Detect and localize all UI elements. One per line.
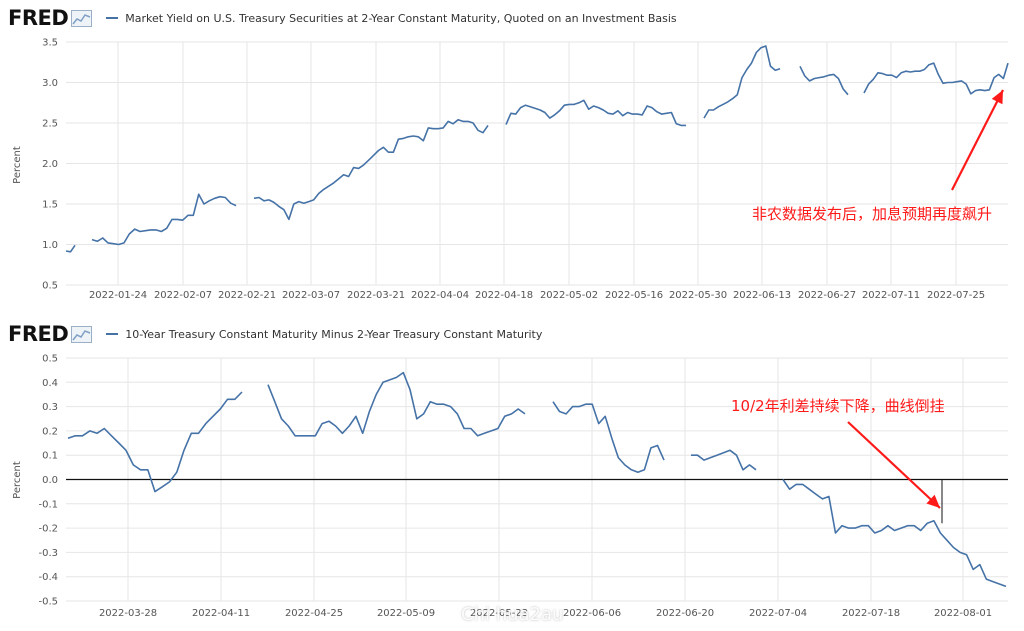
x-tick-label: 2022-05-09 bbox=[377, 608, 435, 619]
y-tick-label: 0.3 bbox=[42, 402, 58, 413]
x-tick-label: 2022-06-27 bbox=[798, 290, 856, 300]
x-tick-label: 2022-05-16 bbox=[605, 290, 663, 300]
chart-panel-10y-2y-spread: FRED 10-Year Treasury Constant Maturity … bbox=[0, 316, 1024, 631]
series-line-segment bbox=[691, 449, 757, 471]
y-tick-label: 0.1 bbox=[42, 451, 58, 462]
chart-title: Market Yield on U.S. Treasury Securities… bbox=[125, 11, 677, 25]
y-tick-label: -0.4 bbox=[38, 572, 58, 583]
x-tick-label: 2022-02-21 bbox=[218, 290, 276, 300]
y-tick-label: 0.0 bbox=[42, 475, 58, 486]
y-tick-label: -0.3 bbox=[38, 548, 58, 559]
y-tick-label: 3.0 bbox=[42, 78, 58, 89]
y-axis-label: Percent bbox=[12, 461, 23, 499]
x-tick-label: 2022-03-21 bbox=[347, 290, 405, 300]
line-chart-spread: 0.5 0.4 0.3 0.2 0.1 0.0 -0.1 -0.2 -0.3 -0.4 -0.5 20… bbox=[12, 354, 1008, 619]
chart-title: 10-Year Treasury Constant Maturity Minus… bbox=[125, 327, 543, 341]
y-tick-label: 3.5 bbox=[42, 38, 58, 49]
y-tick-label: 0.4 bbox=[42, 378, 58, 389]
fred-logo[interactable]: FRED bbox=[8, 322, 69, 346]
y-tick-label: 1.5 bbox=[42, 200, 58, 211]
y-tick-label: 2.0 bbox=[42, 159, 58, 170]
x-tick-label: 2022-06-06 bbox=[563, 608, 621, 619]
x-tick-label: 2022-04-04 bbox=[411, 290, 469, 300]
series-line-segment bbox=[67, 391, 243, 493]
annotation-arrow bbox=[951, 89, 1004, 191]
y-tick-label: 2.5 bbox=[42, 119, 58, 130]
x-tick-label: 2022-05-30 bbox=[669, 290, 727, 300]
chart-panel-2yr-yield: FRED Market Yield on U.S. Treasury Secur… bbox=[0, 0, 1024, 300]
series-line-segment bbox=[505, 99, 686, 127]
x-tick-label: 2022-07-04 bbox=[749, 608, 807, 619]
annotation-text: 10/2年利差持续下降，曲线倒挂 bbox=[731, 397, 945, 415]
x-tick-label: 2022-07-25 bbox=[927, 290, 985, 300]
y-tick-label: 0.5 bbox=[42, 281, 58, 292]
y-axis-label: Percent bbox=[12, 146, 23, 184]
x-tick-label: 2022-05-02 bbox=[540, 290, 598, 300]
series-line-segment bbox=[552, 401, 665, 473]
x-tick-label: 2022-06-20 bbox=[656, 608, 714, 619]
series-line-segment bbox=[863, 62, 1009, 95]
y-tick-label: -0.2 bbox=[38, 524, 58, 535]
series-line-segment bbox=[782, 479, 1007, 588]
chart-header: FRED 10-Year Treasury Constant Maturity … bbox=[8, 322, 542, 346]
x-tick-label: 2022-04-11 bbox=[192, 608, 250, 619]
y-tick-label: 0.5 bbox=[42, 354, 58, 365]
series-line-segment bbox=[65, 244, 76, 253]
chart-header: FRED Market Yield on U.S. Treasury Secur… bbox=[8, 6, 677, 30]
x-tick-label: 2022-03-28 bbox=[99, 608, 157, 619]
legend-swatch bbox=[106, 17, 119, 19]
line-chart-2yr-yield: 3.5 3.0 2.5 2.0 1.5 1.0 0.5 2022-01-24 2022-02-0… bbox=[12, 38, 1009, 300]
series-line-segment bbox=[91, 193, 237, 246]
fred-chart-icon bbox=[71, 325, 93, 343]
x-tick-label: 2022-04-18 bbox=[475, 290, 533, 300]
y-tick-label: -0.5 bbox=[38, 597, 58, 608]
x-tick-label: 2022-02-07 bbox=[154, 290, 212, 300]
x-tick-label: 2022-03-07 bbox=[282, 290, 340, 300]
x-tick-label: 2022-07-18 bbox=[842, 608, 900, 619]
series-line-segment bbox=[267, 371, 526, 437]
x-tick-label: 2022-07-11 bbox=[862, 290, 920, 300]
y-tick-label: -0.1 bbox=[38, 499, 58, 510]
watermark: Chi hua2au bbox=[461, 604, 564, 625]
x-tick-label: 2022-05-23 bbox=[470, 608, 528, 619]
x-tick-label: 2022-04-25 bbox=[285, 608, 343, 619]
series-line-segment bbox=[799, 65, 849, 96]
legend-swatch bbox=[106, 333, 119, 335]
y-tick-label: 0.2 bbox=[42, 426, 58, 437]
y-tick-label: 1.0 bbox=[42, 240, 58, 251]
arrowhead-icon bbox=[991, 90, 1003, 105]
x-tick-label: 2022-06-13 bbox=[733, 290, 791, 300]
annotation-arrow bbox=[847, 421, 941, 509]
fred-logo[interactable]: FRED bbox=[8, 6, 69, 30]
annotation-text: 非农数据发布后，加息预期再度飙升 bbox=[752, 205, 992, 223]
x-tick-label: 2022-01-24 bbox=[89, 290, 147, 300]
series-line-segment bbox=[703, 45, 781, 119]
arrowhead-icon bbox=[926, 494, 940, 508]
series-line-segment bbox=[253, 119, 489, 221]
x-tick-label: 2022-08-01 bbox=[934, 608, 992, 619]
fred-chart-icon bbox=[71, 9, 93, 27]
